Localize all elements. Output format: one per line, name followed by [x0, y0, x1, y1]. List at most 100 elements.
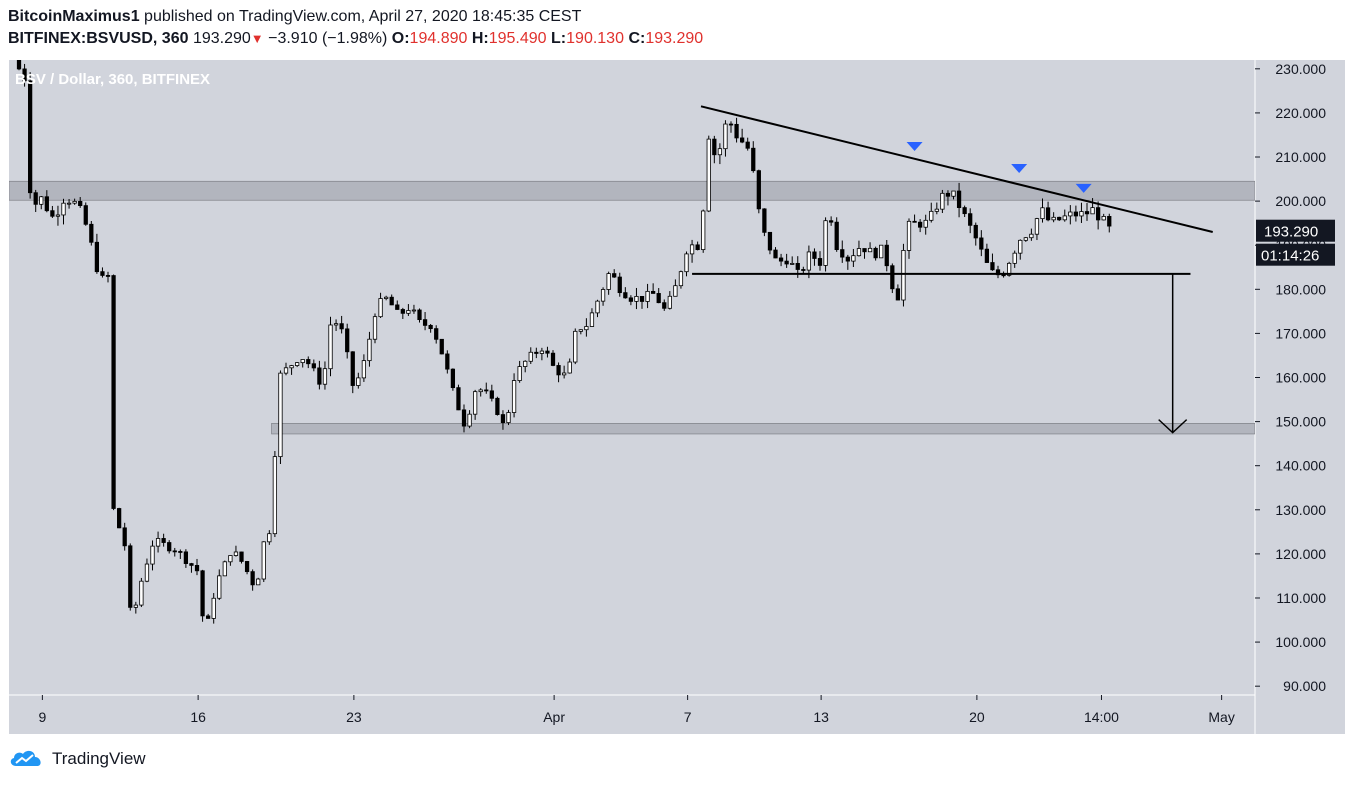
candle-body — [1034, 218, 1040, 235]
candle — [111, 274, 116, 511]
candle — [912, 214, 917, 223]
x-tick-label: May — [1208, 709, 1234, 725]
close-label: C: — [628, 30, 646, 47]
candle-body — [133, 604, 138, 608]
candle-body — [150, 545, 155, 565]
candle — [317, 360, 322, 390]
candle — [506, 409, 511, 426]
candle — [762, 208, 767, 237]
high-label: H: — [471, 30, 489, 47]
candle-body — [712, 138, 717, 156]
candle-body — [61, 202, 66, 216]
candle-body — [740, 137, 745, 143]
price-tag — [1256, 219, 1335, 242]
candle — [890, 263, 895, 294]
candle — [217, 569, 222, 600]
plot-layer — [9, 60, 1255, 624]
candle-body — [206, 615, 211, 619]
candle — [167, 540, 172, 554]
candlestick-chart[interactable]: BSV / Dollar, 360, BITFINEX 230.000 220.00… — [0, 57, 1353, 737]
candle-body — [806, 251, 812, 271]
candle-body — [751, 147, 756, 172]
candle — [484, 382, 489, 394]
candle — [862, 248, 867, 259]
candle-body — [634, 296, 639, 302]
open-label: O: — [391, 30, 410, 47]
price-axis — [1255, 60, 1345, 734]
candle-body — [411, 309, 417, 312]
candle-body — [829, 220, 834, 223]
candle — [728, 121, 734, 133]
candle — [461, 404, 467, 433]
candle-body — [194, 565, 200, 572]
candle — [790, 256, 795, 265]
candle-body — [155, 538, 161, 547]
candle-body — [283, 367, 289, 374]
candle — [773, 247, 778, 259]
candle — [478, 388, 483, 397]
candle-body — [1001, 274, 1006, 277]
candle-body — [422, 319, 428, 326]
candle-body — [734, 123, 739, 139]
chart-title: BSV / Dollar, 360, BITFINEX — [15, 71, 210, 88]
candle — [628, 295, 634, 306]
y-tick-label: 120.000 — [1275, 546, 1326, 562]
candle — [1045, 201, 1051, 222]
candle — [873, 246, 878, 261]
candle-body — [89, 223, 94, 243]
candle-body — [862, 248, 867, 253]
candle-body — [211, 597, 216, 619]
candle — [55, 205, 61, 226]
candle-body — [745, 141, 750, 149]
candle — [539, 347, 545, 361]
candle — [806, 245, 812, 279]
author-name[interactable]: BitcoinMaximus1 — [8, 8, 140, 25]
published-text: published on TradingView.com, April 27, … — [144, 8, 582, 25]
candle — [734, 117, 739, 143]
candle — [956, 182, 962, 218]
candle-body — [300, 359, 305, 364]
candle — [228, 555, 233, 566]
tradingview-cloud-logo-icon[interactable] — [8, 748, 46, 770]
candle-body — [339, 323, 344, 330]
candle — [823, 217, 828, 272]
tradingview-brand[interactable]: TradingView — [52, 749, 146, 768]
publish-line: BitcoinMaximus1 published on TradingView… — [8, 6, 1338, 28]
candle — [155, 531, 161, 553]
candle — [918, 219, 923, 233]
candle — [573, 328, 578, 365]
candle-body — [83, 205, 88, 225]
ohlc-line: BITFINEX:BSVUSD, 360 193.290▼ −3.910 (−1… — [8, 28, 1338, 50]
candle — [634, 287, 639, 310]
candle-body — [1029, 233, 1034, 239]
candle — [128, 543, 133, 611]
candle — [612, 269, 617, 278]
candle-body — [473, 391, 478, 415]
candle-body — [228, 555, 233, 563]
candle — [745, 137, 750, 151]
candle-body — [689, 244, 695, 255]
candle-body — [778, 257, 784, 262]
candle-body — [612, 273, 617, 278]
candle-body — [317, 367, 322, 385]
candle — [879, 244, 884, 259]
candle — [528, 347, 533, 364]
candle — [194, 558, 200, 576]
price-change: −3.910 (−1.98%) — [268, 30, 388, 47]
x-tick-label: Apr — [543, 709, 565, 725]
candle — [33, 189, 38, 213]
y-tick-label: 100.000 — [1275, 634, 1326, 650]
candle — [717, 143, 723, 165]
candle — [840, 240, 845, 263]
candle — [89, 220, 94, 246]
candle — [623, 287, 628, 299]
candle — [495, 396, 500, 416]
candle-body — [44, 196, 49, 212]
candle — [556, 362, 561, 383]
candle — [1096, 201, 1101, 230]
candle-body — [428, 324, 433, 330]
footer: TradingView — [8, 748, 146, 770]
candle-body — [311, 363, 316, 369]
candle-body — [256, 578, 261, 586]
candle-body — [183, 551, 189, 564]
